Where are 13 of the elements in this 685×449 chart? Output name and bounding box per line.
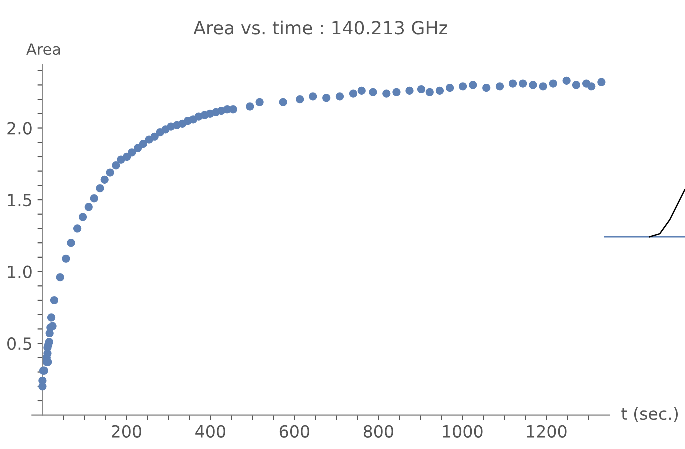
y-tick-label: 1.5	[8, 194, 32, 207]
x-axis-title: t (sec.)	[622, 407, 678, 422]
x-tick-label: 800	[364, 425, 394, 438]
x-tick-label: 400	[196, 425, 226, 438]
x-tick-label: 200	[112, 425, 142, 438]
y-axis-title: Area	[26, 44, 60, 56]
chart-title: Area vs. time : 140.213 GHz	[194, 20, 448, 35]
y-tick-label: 0.5	[8, 338, 32, 350]
x-tick-label: 1000	[443, 425, 483, 438]
x-tick-label: 600	[280, 425, 310, 438]
x-tick-label: 1200	[527, 425, 567, 438]
y-tick-label: 1.0	[8, 266, 32, 278]
y-tick-label: 2.0	[8, 122, 32, 135]
